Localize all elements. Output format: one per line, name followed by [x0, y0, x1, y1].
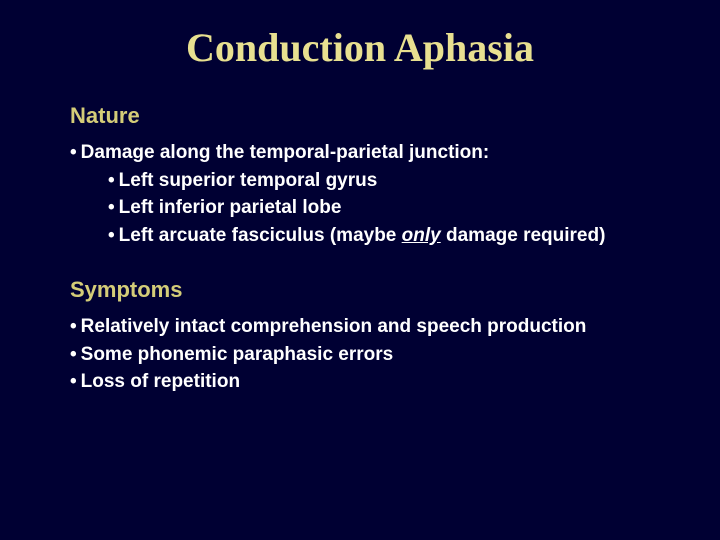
bullet-item: •Left superior temporal gyrus: [70, 167, 650, 195]
section-nature: Nature •Damage along the temporal-pariet…: [70, 103, 650, 249]
slide: Conduction Aphasia Nature •Damage along …: [0, 0, 720, 540]
bullet-item: •Left arcuate fasciculus (maybe only dam…: [70, 222, 650, 250]
bullet-item: •Relatively intact comprehension and spe…: [70, 313, 650, 341]
section-heading: Symptoms: [70, 277, 650, 303]
bullet-text-suffix: damage required): [441, 225, 606, 246]
bullet-mark: •: [70, 368, 77, 396]
slide-title: Conduction Aphasia: [70, 24, 650, 71]
bullet-mark: •: [70, 341, 77, 369]
bullet-item: •Damage along the temporal-parietal junc…: [70, 139, 650, 167]
bullet-mark: •: [108, 167, 115, 195]
bullet-text: Loss of repetition: [81, 371, 240, 392]
bullet-text-emph: only: [402, 225, 441, 246]
bullet-item: •Some phonemic paraphasic errors: [70, 341, 650, 369]
bullet-text: Relatively intact comprehension and spee…: [81, 316, 587, 337]
bullet-text: Damage along the temporal-parietal junct…: [81, 142, 490, 163]
bullet-text: Left inferior parietal lobe: [119, 197, 342, 218]
bullet-mark: •: [70, 139, 77, 167]
bullet-mark: •: [70, 313, 77, 341]
section-heading: Nature: [70, 103, 650, 129]
bullet-item: •Loss of repetition: [70, 368, 650, 396]
bullet-item: •Left inferior parietal lobe: [70, 194, 650, 222]
bullet-text-prefix: Left arcuate fasciculus (maybe: [119, 225, 402, 246]
bullet-text: Some phonemic paraphasic errors: [81, 344, 394, 365]
bullet-mark: •: [108, 222, 115, 250]
bullet-text: Left superior temporal gyrus: [119, 170, 378, 191]
section-symptoms: Symptoms •Relatively intact comprehensio…: [70, 277, 650, 396]
bullet-mark: •: [108, 194, 115, 222]
